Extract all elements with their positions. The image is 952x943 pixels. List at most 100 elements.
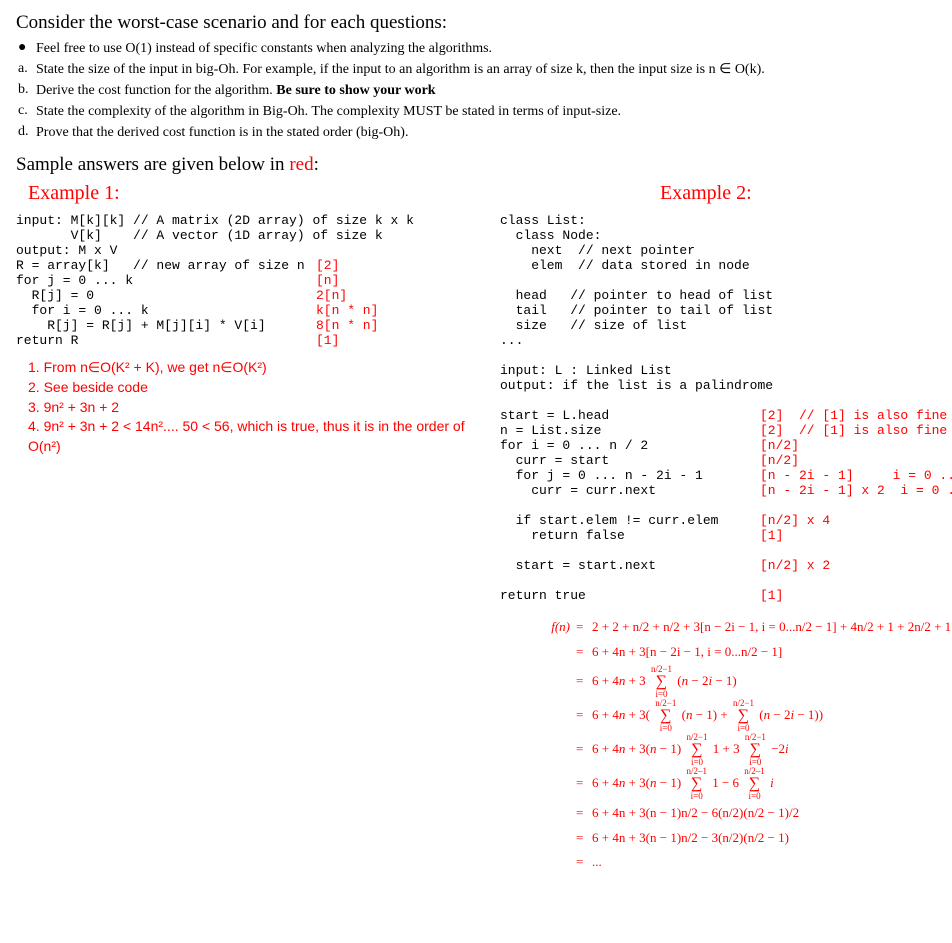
code-text: n = List.size: [500, 423, 760, 438]
code-line: [500, 273, 952, 288]
code-text: return R: [16, 333, 316, 348]
example1-answers: 1. From n∈O(K² + K), we get n∈O(K²)2. Se…: [16, 358, 476, 456]
code-line: start = start.next[n/2] x 2: [500, 558, 952, 573]
code-line: class List:: [500, 213, 952, 228]
item-text: State the complexity of the algorithm in…: [36, 103, 936, 122]
math-row: =6 + 4n + 3(n − 1) n/2−1∑i=0 1 + 3 n/2−1…: [520, 733, 952, 767]
code-line: next // next pointer: [500, 243, 952, 258]
math-eq: =: [576, 826, 592, 851]
code-text: [500, 543, 760, 558]
code-text: for j = 0 ... k: [16, 273, 316, 288]
math-row: =6 + 4n + 3(n − 1) n/2–1∑i=0 1 − 6 n/2–1…: [520, 767, 952, 801]
code-line: V[k] // A vector (1D array) of size k: [16, 228, 476, 243]
code-annotation: [n - 2i - 1] i = 0 ... n/2: [760, 468, 952, 483]
answer-line: 3. 9n² + 3n + 2: [28, 398, 476, 418]
code-line: for i = 0 ... kk[n * n]: [16, 303, 476, 318]
math-lhs: f(n): [520, 615, 576, 640]
code-annotation: [1]: [760, 528, 783, 543]
code-annotation: [2] // [1] is also fine here: [760, 408, 952, 423]
math-eq: =: [576, 669, 592, 694]
sample-line: Sample answers are given below in red:: [16, 154, 936, 176]
code-annotation: [n/2]: [760, 438, 799, 453]
code-line: R = array[k] // new array of size n[2]: [16, 258, 476, 273]
column-left: Example 1: input: M[k][k] // A matrix (2…: [16, 182, 476, 874]
math-rhs: 6 + 4n + 3(n − 1) n/2–1∑i=0 1 − 6 n/2–1∑…: [592, 767, 952, 801]
item-marker: c.: [18, 103, 36, 122]
code-line: curr = curr.next[n - 2i - 1] x 2 i = 0 .…: [500, 483, 952, 498]
code-line: for j = 0 ... n - 2i - 1[n - 2i - 1] i =…: [500, 468, 952, 483]
math-rhs: 6 + 4n + 3(n − 1)n/2 − 3(n/2)(n/2 − 1): [592, 826, 952, 851]
math-eq: =: [576, 771, 592, 796]
code-annotation: k[n * n]: [316, 303, 378, 318]
code-annotation: 2[n]: [316, 288, 347, 303]
item-c: c. State the complexity of the algorithm…: [18, 103, 936, 122]
math-row: =6 + 4n + 3(n − 1)n/2 − 6(n/2)(n/2 − 1)/…: [520, 801, 952, 826]
answer-line: 2. See beside code: [28, 378, 476, 398]
math-row: =6 + 4n + 3( n/2−1∑i=0 (n − 1) + n/2−1∑i…: [520, 699, 952, 733]
example2-code: start = L.head[2] // [1] is also fine he…: [500, 408, 952, 603]
math-rhs: 6 + 4n + 3( n/2−1∑i=0 (n − 1) + n/2−1∑i=…: [592, 699, 952, 733]
code-line: for i = 0 ... n / 2[n/2]: [500, 438, 952, 453]
sample-colon: :: [314, 154, 319, 175]
code-line: for j = 0 ... k[n]: [16, 273, 476, 288]
math-rhs: 2 + 2 + n/2 + n/2 + 3[n − 2i − 1, i = 0.…: [592, 615, 952, 640]
code-text: for i = 0 ... n / 2: [500, 438, 760, 453]
code-annotation: [1]: [760, 588, 783, 603]
code-annotation: [n/2] x 4: [760, 513, 830, 528]
code-line: [500, 573, 952, 588]
code-annotation: [n - 2i - 1] x 2 i = 0 ... n/2: [760, 483, 952, 498]
math-rhs: 6 + 4n + 3 n/2−1∑i=0 (n − 2i − 1): [592, 665, 952, 699]
code-text: start = L.head: [500, 408, 760, 423]
column-right: Example 2: class List: class Node: next …: [500, 182, 952, 874]
math-rhs: 6 + 4n + 3[n − 2i − 1, i = 0...n/2 − 1]: [592, 640, 952, 665]
code-line: output: M x V: [16, 243, 476, 258]
code-line: [500, 543, 952, 558]
math-eq: =: [576, 703, 592, 728]
item-d: d. Prove that the derived cost function …: [18, 124, 936, 143]
item-text: Derive the cost function for the algorit…: [36, 82, 936, 101]
code-text: V[k] // A vector (1D array) of size k: [16, 228, 316, 243]
code-line: R[j] = R[j] + M[j][i] * V[i]8[n * n]: [16, 318, 476, 333]
two-column-layout: Example 1: input: M[k][k] // A matrix (2…: [16, 182, 936, 874]
code-line: return true[1]: [500, 588, 952, 603]
item-marker: d.: [18, 124, 36, 143]
code-line: ...: [500, 333, 952, 348]
code-text: start = start.next: [500, 558, 760, 573]
code-line: output: if the list is a palindrome: [500, 378, 952, 393]
math-eq: =: [576, 801, 592, 826]
code-text: input: M[k][k] // A matrix (2D array) of…: [16, 213, 316, 228]
code-text: R[j] = 0: [16, 288, 316, 303]
sample-red: red: [289, 154, 313, 175]
code-line: [500, 348, 952, 363]
code-text: R = array[k] // new array of size n: [16, 258, 316, 273]
page-heading: Consider the worst-case scenario and for…: [16, 12, 936, 34]
code-annotation: [n]: [316, 273, 339, 288]
math-eq: =: [576, 737, 592, 762]
code-line: n = List.size[2] // [1] is also fine her…: [500, 423, 952, 438]
sample-prefix: Sample answers are given below in: [16, 154, 289, 175]
example2-title: Example 2:: [500, 182, 952, 205]
code-line: R[j] = 02[n]: [16, 288, 476, 303]
item-text: State the size of the input in big-Oh. F…: [36, 61, 936, 80]
example1-title: Example 1:: [16, 182, 476, 205]
code-line: size // size of list: [500, 318, 952, 333]
math-rhs: 6 + 4n + 3(n − 1) n/2−1∑i=0 1 + 3 n/2−1∑…: [592, 733, 952, 767]
example2-class: class List: class Node: next // next poi…: [500, 213, 952, 408]
code-line: [500, 498, 952, 513]
bullet-marker: ●: [16, 40, 36, 59]
code-line: head // pointer to head of list: [500, 288, 952, 303]
math-rhs: ...: [592, 850, 952, 875]
answer-line: 4. 9n² + 3n + 2 < 14n².... 50 < 56, whic…: [28, 417, 476, 456]
code-text: return true: [500, 588, 760, 603]
code-line: input: L : Linked List: [500, 363, 952, 378]
math-rhs: 6 + 4n + 3(n − 1)n/2 − 6(n/2)(n/2 − 1)/2: [592, 801, 952, 826]
code-line: [500, 393, 952, 408]
code-line: return false[1]: [500, 528, 952, 543]
math-row: =6 + 4n + 3(n − 1)n/2 − 3(n/2)(n/2 − 1): [520, 826, 952, 851]
code-annotation: [n/2]: [760, 453, 799, 468]
math-eq: =: [576, 850, 592, 875]
code-annotation: 8[n * n]: [316, 318, 378, 333]
code-line: input: M[k][k] // A matrix (2D array) of…: [16, 213, 476, 228]
math-row: f(n)=2 + 2 + n/2 + n/2 + 3[n − 2i − 1, i…: [520, 615, 952, 640]
math-row: =6 + 4n + 3 n/2−1∑i=0 (n − 2i − 1): [520, 665, 952, 699]
